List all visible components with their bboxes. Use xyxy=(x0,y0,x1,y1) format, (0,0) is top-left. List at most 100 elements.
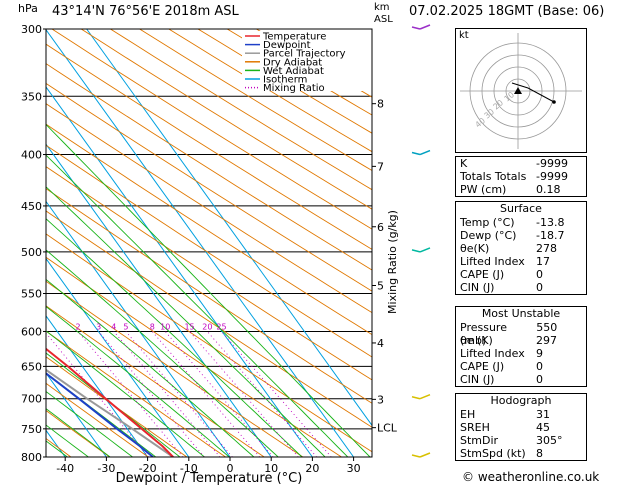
wind-barbs xyxy=(411,24,431,458)
hodo-title: Hodograph xyxy=(490,394,552,407)
km-label-top: km xyxy=(374,2,390,13)
hodo-row: StmSpd (kt) 8 xyxy=(456,447,586,460)
dry-adiabat-line xyxy=(46,330,226,457)
dry-adiabat-line xyxy=(46,103,372,314)
unstable-value: 0 xyxy=(536,373,543,386)
mixing-ratio-line xyxy=(98,331,205,457)
indices-value: -9999 xyxy=(536,157,568,170)
surface-value: 17 xyxy=(536,255,550,268)
indices-value: -9999 xyxy=(536,170,568,183)
storm-motion-marker xyxy=(514,87,522,94)
wet-adiabat-line xyxy=(46,186,326,457)
temp-tick-label: -30 xyxy=(97,462,115,475)
surface-label: Lifted Index xyxy=(460,255,525,268)
mixing-ratio-line xyxy=(113,331,221,457)
temp-tick-label: 10 xyxy=(264,462,278,475)
temperature-line xyxy=(46,347,174,457)
hpa-axis-label: hPa xyxy=(18,2,38,15)
dry-adiabat-line xyxy=(110,29,372,191)
legend-box xyxy=(242,31,370,91)
parcel-trajectory-line xyxy=(46,368,174,457)
temp-tick-label: 30 xyxy=(347,462,361,475)
hodo-value: 305° xyxy=(536,434,563,447)
dry-adiabat-line xyxy=(46,256,342,457)
unstable-label: Pressure (mb) xyxy=(460,321,507,347)
dry-adiabat-line xyxy=(46,63,372,271)
surface-value: 0 xyxy=(536,268,543,281)
mixing-ratio-label: 15 xyxy=(184,322,194,331)
hodograph-panel: 10 20 30 40 kt xyxy=(455,28,587,153)
wet-adiabat-line xyxy=(46,424,89,457)
unstable-label: Lifted Index xyxy=(460,347,525,360)
hodo-label: SREH xyxy=(460,421,490,434)
wet-adiabat-line xyxy=(46,305,230,457)
km-tick-label: 6 xyxy=(377,221,384,234)
unstable-table: Most Unstable Pressure (mb) 550 θe (K) 297 Li… xyxy=(455,306,587,387)
surface-table: Surface Temp (°C) -13.8 Dewp (°C) -18.7 θe(K)… xyxy=(455,201,587,295)
hodo-value: 31 xyxy=(536,408,550,421)
isotherm-line xyxy=(46,315,149,457)
pressure-tick-label: 400 xyxy=(21,149,42,162)
unstable-value: 297 xyxy=(536,334,557,347)
hodo-row: SREH 45 xyxy=(456,421,586,434)
km-tick-label: 7 xyxy=(377,160,384,173)
km-tick-label: 3 xyxy=(377,393,384,406)
hodo-value: 45 xyxy=(536,421,550,434)
hodograph-ring-label: 10 xyxy=(503,90,517,103)
surface-label: CIN (J) xyxy=(460,281,495,294)
wet-adiabat-line xyxy=(46,330,205,457)
pressure-tick-label: 450 xyxy=(21,200,42,213)
pressure-tick-label: 800 xyxy=(21,451,42,464)
series-layer xyxy=(46,347,174,457)
mixing-ratio-line xyxy=(46,332,149,457)
unstable-title: Most Unstable xyxy=(481,307,561,320)
wet-adiabat-line xyxy=(46,408,111,457)
temp-tick-label: 0 xyxy=(227,462,234,475)
mixing-ratio-line xyxy=(164,331,274,457)
dry-adiabat-line xyxy=(46,233,372,453)
mixing-ratio-label: 10 xyxy=(160,322,170,331)
surface-label: CAPE (J) xyxy=(460,268,505,281)
mixing-ratio-label: 4 xyxy=(111,322,116,331)
mixing-ratio-axis-label: Mixing Ratio (g/kg) xyxy=(386,210,399,314)
dry-adiabat-line xyxy=(139,29,372,172)
surface-row: CIN (J) 0 xyxy=(456,281,586,294)
surface-value: 0 xyxy=(536,281,543,294)
hodograph-ring xyxy=(493,66,543,116)
pressure-tick-label: 500 xyxy=(21,246,42,259)
hodo-row: StmDir 305° xyxy=(456,434,586,447)
mixing-ratio-label: 3 xyxy=(96,322,101,331)
indices-row: K -9999 xyxy=(456,157,586,170)
dry-adiabat-line xyxy=(46,123,372,336)
pressure-tick-label: 700 xyxy=(21,393,42,406)
wind-barb-flag xyxy=(411,151,421,156)
dry-adiabat-line xyxy=(46,43,372,250)
mixing-ratio-line xyxy=(77,331,184,457)
station-title: 43°14'N 76°56'E 2018m ASL xyxy=(52,4,239,19)
indices-row: PW (cm) 0.18 xyxy=(456,183,586,196)
temp-tick-label: -40 xyxy=(56,462,74,475)
mixing-ratio-label: 2 xyxy=(75,322,80,331)
wind-barb xyxy=(419,247,431,253)
temp-tick-label: -20 xyxy=(139,462,157,475)
surface-row: Lifted Index 17 xyxy=(456,255,586,268)
isotherm-line xyxy=(46,372,107,457)
wind-barb xyxy=(419,452,431,458)
copyright: © weatheronline.co.uk xyxy=(462,470,600,484)
wind-barb-flag xyxy=(411,454,421,458)
dry-adiabat-line xyxy=(80,29,372,210)
unstable-row: CAPE (J) 0 xyxy=(456,360,586,373)
unstable-label: CIN (J) xyxy=(460,373,495,386)
hodograph-ring xyxy=(505,78,531,104)
temp-tick-label: -10 xyxy=(180,462,198,475)
hodo-row: EH 31 xyxy=(456,408,586,421)
unstable-value: 9 xyxy=(536,347,543,360)
surface-row: Dewp (°C) -18.7 xyxy=(456,229,586,242)
km-tick-label: 5 xyxy=(377,279,384,292)
hodograph-table: Hodograph EH 31 SREH 45 StmDir 305° StmSpd (kt)… xyxy=(455,393,587,461)
indices-label: K xyxy=(460,157,468,170)
pressure-tick-label: 650 xyxy=(21,360,42,373)
legend-label: Mixing Ratio xyxy=(263,83,325,94)
